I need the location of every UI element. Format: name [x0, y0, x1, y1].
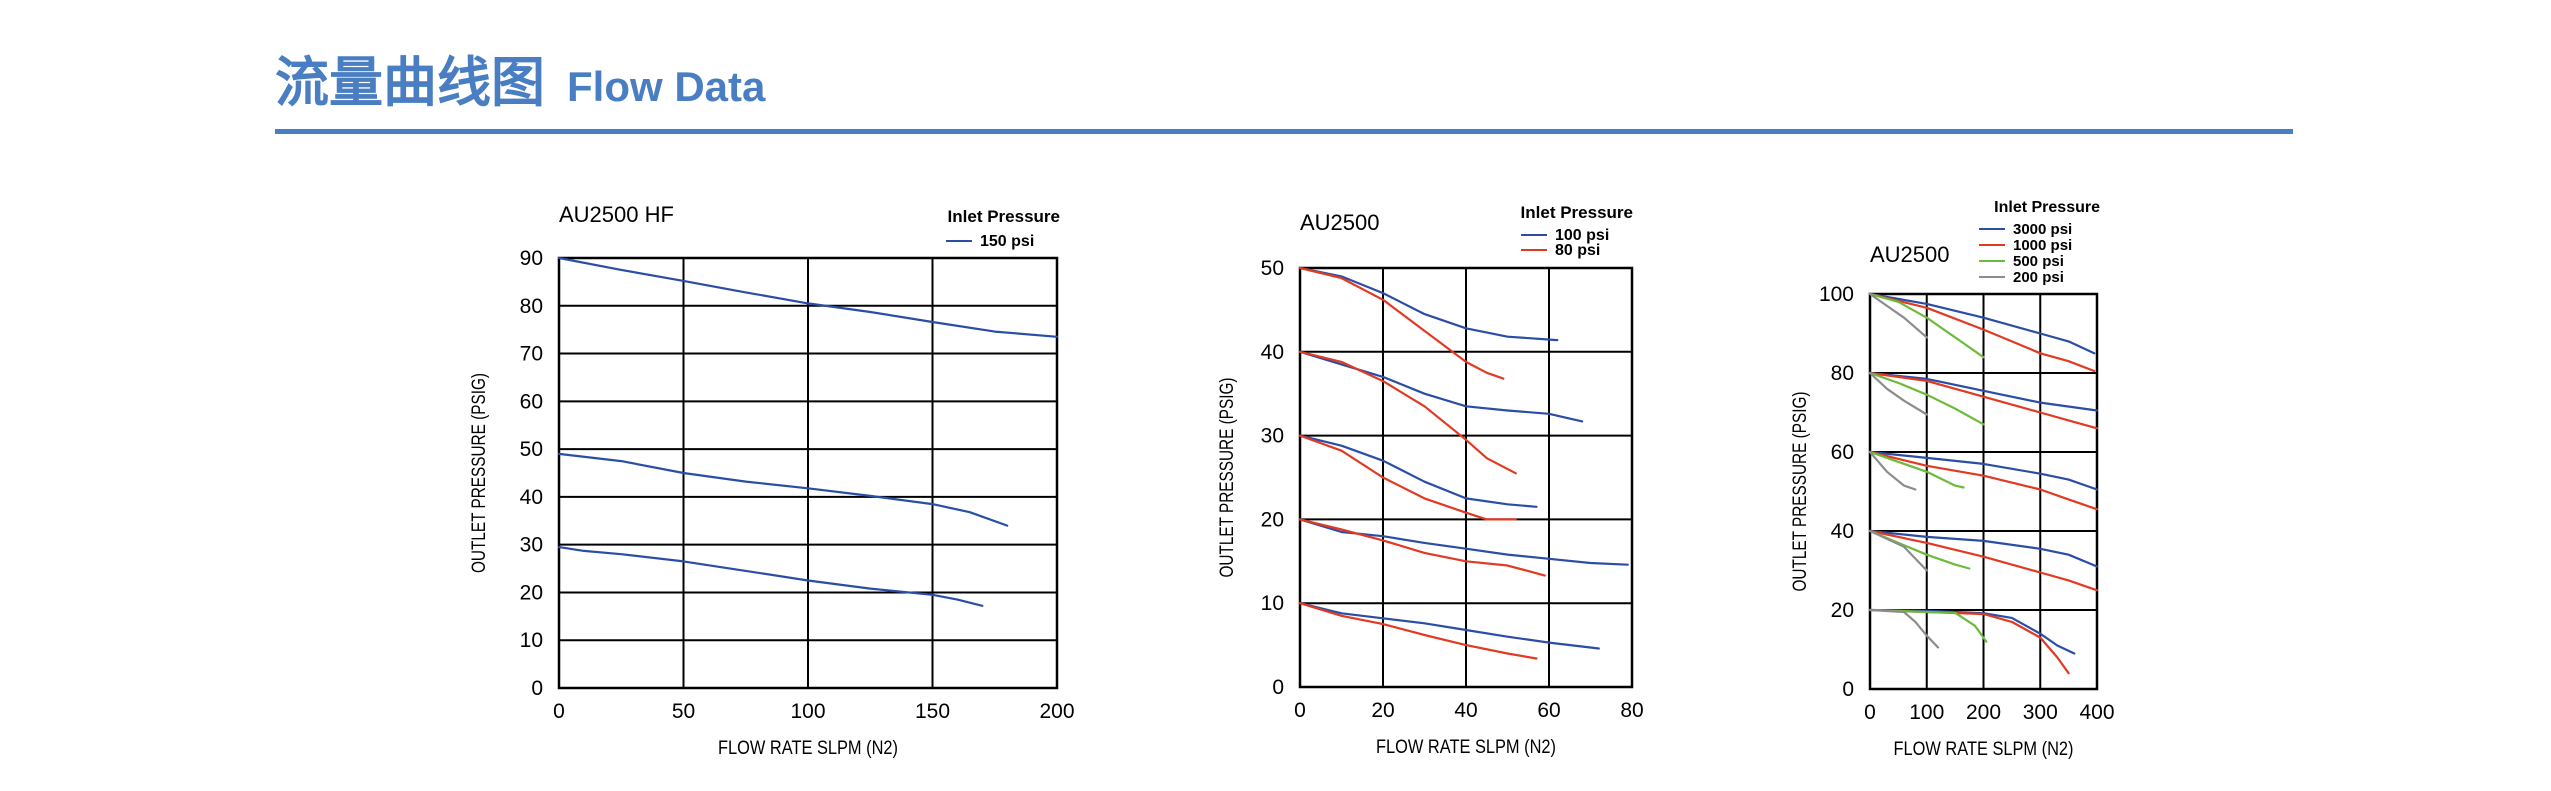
- header-divider: [275, 129, 2293, 134]
- chart-title: AU2500: [1870, 242, 1950, 267]
- series-line: [1868, 292, 1928, 339]
- x-tick-label: 0: [553, 700, 565, 723]
- series-line: [1298, 602, 1600, 650]
- series-line: [1868, 608, 2076, 655]
- series-line: [1298, 434, 1538, 508]
- y-tick-label: 20: [1831, 599, 1854, 622]
- legend-label: 500 psi: [2013, 253, 2064, 270]
- series-line: [1298, 434, 1517, 521]
- legend-label: 80 psi: [1555, 242, 1600, 259]
- legend-label: 150 psi: [980, 233, 1034, 250]
- plot-frame: [1868, 292, 2099, 691]
- y-tick-label: 20: [520, 581, 543, 604]
- legend-title: Inlet Pressure: [1994, 199, 2100, 216]
- series-line: [1868, 292, 2096, 373]
- plot-frame: [557, 256, 1059, 690]
- x-tick-label: 0: [1294, 699, 1306, 722]
- y-tick-label: 80: [1831, 362, 1854, 385]
- x-tick-label: 40: [1454, 699, 1477, 722]
- y-tick-label: 0: [1272, 676, 1284, 699]
- y-tick-label: 90: [520, 247, 543, 270]
- x-tick-label: 0: [1864, 701, 1876, 724]
- y-tick-label: 100: [1819, 283, 1854, 306]
- y-tick-label: 60: [1831, 441, 1854, 464]
- y-tick-label: 40: [1261, 341, 1284, 364]
- y-tick-label: 80: [520, 295, 543, 318]
- x-tick-label: 100: [790, 700, 825, 723]
- series-line: [1868, 450, 1965, 489]
- legend-label: 3000 psi: [2013, 221, 2072, 238]
- y-tick-label: 50: [1261, 257, 1284, 280]
- x-tick-label: 400: [2079, 701, 2114, 724]
- x-tick-label: 80: [1620, 699, 1643, 722]
- y-axis-label: OUTLET PRESSURE (PSIG): [1217, 378, 1238, 578]
- y-tick-label: 0: [1842, 678, 1854, 701]
- y-tick-label: 10: [1261, 592, 1284, 615]
- series-line: [1868, 608, 2070, 675]
- series-line: [1298, 266, 1559, 342]
- series-line: [1868, 371, 2099, 412]
- series-line: [1868, 529, 1928, 572]
- y-tick-label: 20: [1261, 508, 1284, 531]
- series-line: [1868, 450, 2099, 491]
- chart-title: AU2500 HF: [559, 202, 674, 227]
- legend-title: Inlet Pressure: [1521, 203, 1633, 222]
- legend-label: 1000 psi: [2013, 237, 2072, 254]
- y-tick-label: 40: [1831, 520, 1854, 543]
- y-tick-label: 30: [520, 534, 543, 557]
- series-line: [1298, 266, 1505, 380]
- series-line: [1868, 292, 1985, 359]
- legend-label: 100 psi: [1555, 227, 1609, 244]
- series-line: [1868, 608, 1988, 643]
- x-axis-label: FLOW RATE SLPM (N2): [1894, 739, 2074, 760]
- series-line: [1868, 608, 1940, 649]
- chart-2: 0 10 20 30 40 50 0 20 40 60 80 FLOW RATE SLPM (N2) O…: [1217, 203, 1644, 758]
- y-tick-label: 70: [520, 343, 543, 366]
- series-line: [1868, 450, 2099, 511]
- y-tick-label: 30: [1261, 425, 1284, 448]
- y-tick-label: 10: [520, 629, 543, 652]
- y-tick-label: 0: [531, 677, 543, 700]
- series-line: [1868, 450, 1917, 491]
- y-axis-label: OUTLET PRESSURE (PSIG): [1790, 392, 1811, 592]
- y-tick-label: 50: [520, 438, 543, 461]
- x-axis-label: FLOW RATE SLPM (N2): [1376, 737, 1556, 758]
- x-axis-label: FLOW RATE SLPM (N2): [718, 738, 898, 759]
- series-line: [1298, 350, 1517, 475]
- legend-title: Inlet Pressure: [948, 207, 1060, 226]
- series-line: [1298, 350, 1584, 423]
- series-line: [1298, 518, 1629, 566]
- x-tick-label: 20: [1371, 699, 1394, 722]
- chart-1: 0 10 20 30 40 50 60 70 80 90 0 50 100 150 200 FLOW RATE…: [469, 202, 1075, 759]
- page-title-cn: 流量曲线图: [275, 51, 545, 114]
- x-tick-label: 150: [915, 700, 950, 723]
- x-tick-label: 200: [1966, 701, 2001, 724]
- series-line: [1868, 371, 2099, 430]
- y-tick-label: 40: [520, 486, 543, 509]
- series-line: [1868, 371, 1985, 426]
- series-line: [557, 546, 984, 607]
- series-line: [1868, 292, 2096, 355]
- x-tick-label: 300: [2023, 701, 2058, 724]
- x-tick-label: 60: [1537, 699, 1560, 722]
- x-tick-label: 50: [672, 700, 695, 723]
- series-line: [557, 452, 1009, 527]
- x-tick-label: 200: [1039, 700, 1074, 723]
- series-line: [1298, 602, 1538, 660]
- plot-frame: [1298, 266, 1634, 689]
- y-axis-label: OUTLET PRESSURE (PSIG): [469, 373, 490, 573]
- series-line: [1868, 529, 2099, 592]
- series-line: [1868, 529, 2099, 568]
- page-header: 流量曲线图 Flow Data: [275, 40, 765, 110]
- legend-label: 200 psi: [2013, 269, 2064, 286]
- chart-title: AU2500: [1300, 210, 1380, 235]
- series-line: [1868, 371, 1928, 416]
- y-tick-label: 60: [520, 390, 543, 413]
- series-line: [1298, 518, 1546, 577]
- page-title-en: Flow Data: [567, 63, 766, 110]
- series-line: [557, 256, 1059, 338]
- x-tick-label: 100: [1909, 701, 1944, 724]
